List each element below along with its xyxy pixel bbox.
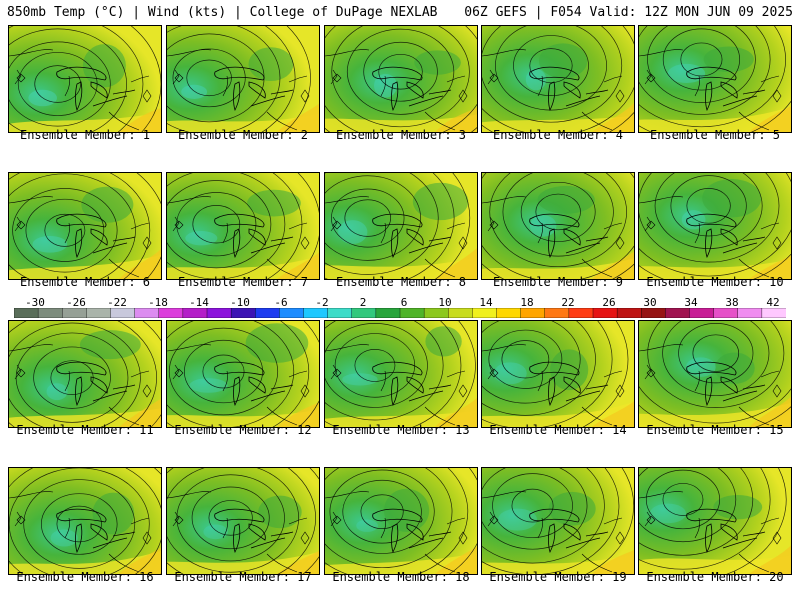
colorbar-swatch bbox=[592, 308, 618, 318]
colorbar-swatch bbox=[375, 308, 401, 318]
temperature-colorbar: -30 -26 -22 -18 -14 -10 -6 -2 2 6 10 14 18 22 26 30 34 38… bbox=[0, 296, 800, 320]
colorbar-swatch bbox=[472, 308, 498, 318]
colorbar-swatch bbox=[616, 308, 642, 318]
ensemble-map-panel bbox=[166, 467, 320, 575]
ensemble-member-label: Ensemble Member: 17 bbox=[174, 570, 312, 584]
ensemble-map-panel bbox=[166, 25, 320, 133]
colorbar-swatch bbox=[62, 308, 88, 318]
ensemble-map-panel bbox=[481, 467, 635, 575]
colorbar-tick-label: 38 bbox=[725, 296, 739, 309]
colorbar-tick-label: 34 bbox=[684, 296, 698, 309]
ensemble-member-label: Ensemble Member: 6 bbox=[19, 275, 151, 289]
colorbar-swatch bbox=[110, 308, 136, 318]
ensemble-member-label: Ensemble Member: 4 bbox=[492, 128, 624, 142]
ensemble-map-panel bbox=[324, 467, 478, 575]
ensemble-member-label: Ensemble Member: 3 bbox=[335, 128, 467, 142]
colorbar-swatch bbox=[327, 308, 353, 318]
colorbar-swatch bbox=[86, 308, 112, 318]
ensemble-map-panel bbox=[8, 320, 162, 428]
ensemble-map-panel bbox=[324, 320, 478, 428]
ensemble-member-label: Ensemble Member: 15 bbox=[646, 423, 784, 437]
ensemble-member-label: Ensemble Member: 19 bbox=[489, 570, 627, 584]
ensemble-member-label: Ensemble Member: 13 bbox=[332, 423, 470, 437]
colorbar-tick-label: -2 bbox=[315, 296, 329, 309]
colorbar-swatch bbox=[761, 308, 786, 318]
colorbar-swatch bbox=[158, 308, 184, 318]
ensemble-member-label: Ensemble Member: 16 bbox=[16, 570, 154, 584]
ensemble-map-panel bbox=[8, 467, 162, 575]
ensemble-map-panel bbox=[166, 320, 320, 428]
ensemble-member-label: Ensemble Member: 7 bbox=[177, 275, 309, 289]
ensemble-member-label: Ensemble Member: 18 bbox=[332, 570, 470, 584]
colorbar-swatch bbox=[568, 308, 594, 318]
colorbar-swatch bbox=[37, 308, 63, 318]
ensemble-map-panel bbox=[324, 172, 478, 280]
colorbar-swatch bbox=[713, 308, 739, 318]
ensemble-map-panel bbox=[638, 320, 792, 428]
colorbar-swatch bbox=[303, 308, 329, 318]
colorbar-swatch bbox=[134, 308, 160, 318]
colorbar-tick-label: -22 bbox=[107, 296, 127, 309]
colorbar-tick-label: -18 bbox=[148, 296, 168, 309]
ensemble-map-panel bbox=[638, 25, 792, 133]
colorbar-swatch bbox=[544, 308, 570, 318]
colorbar-swatch bbox=[182, 308, 208, 318]
colorbar-swatch bbox=[520, 308, 546, 318]
ensemble-member-label: Ensemble Member: 1 bbox=[19, 128, 151, 142]
colorbar-tick-label: -26 bbox=[66, 296, 86, 309]
colorbar-swatch bbox=[351, 308, 377, 318]
ensemble-member-label: Ensemble Member: 10 bbox=[646, 275, 784, 289]
colorbar-tick-label: 2 bbox=[359, 296, 367, 309]
header: 850mb Temp (°C) | Wind (kts) | College o… bbox=[0, 0, 800, 24]
colorbar-tick-label: 14 bbox=[479, 296, 493, 309]
colorbar-swatch bbox=[255, 308, 281, 318]
ensemble-map-panel bbox=[481, 25, 635, 133]
ensemble-member-label: Ensemble Member: 9 bbox=[492, 275, 624, 289]
ensemble-map-panel bbox=[481, 320, 635, 428]
colorbar-tick-label: -6 bbox=[274, 296, 288, 309]
ensemble-map-panel bbox=[638, 467, 792, 575]
colorbar-swatch bbox=[665, 308, 691, 318]
colorbar-tick-label: 6 bbox=[400, 296, 408, 309]
colorbar-swatch bbox=[399, 308, 425, 318]
colorbar-swatch bbox=[689, 308, 715, 318]
colorbar-tick-label: -10 bbox=[230, 296, 250, 309]
colorbar-tick-label: 30 bbox=[643, 296, 657, 309]
ensemble-map-panel bbox=[8, 25, 162, 133]
colorbar-swatch bbox=[14, 308, 39, 318]
colorbar-tick-label: -30 bbox=[25, 296, 45, 309]
ensemble-member-label: Ensemble Member: 8 bbox=[335, 275, 467, 289]
colorbar-tick-label: -14 bbox=[189, 296, 209, 309]
ensemble-member-label: Ensemble Member: 20 bbox=[646, 570, 784, 584]
ensemble-map-panel bbox=[8, 172, 162, 280]
colorbar-swatch bbox=[279, 308, 305, 318]
colorbar-swatch bbox=[206, 308, 232, 318]
colorbar-tick-label: 22 bbox=[561, 296, 575, 309]
colorbar-swatch bbox=[230, 308, 256, 318]
colorbar-swatch bbox=[496, 308, 522, 318]
ensemble-member-label: Ensemble Member: 12 bbox=[174, 423, 312, 437]
colorbar-tick-label: 10 bbox=[438, 296, 452, 309]
ensemble-member-label: Ensemble Member: 2 bbox=[177, 128, 309, 142]
colorbar-tick-label: 26 bbox=[602, 296, 616, 309]
colorbar-tick-label: 42 bbox=[766, 296, 780, 309]
ensemble-member-label: Ensemble Member: 14 bbox=[489, 423, 627, 437]
colorbar-swatch bbox=[737, 308, 763, 318]
colorbar-tick-label: 18 bbox=[520, 296, 534, 309]
ensemble-member-label: Ensemble Member: 5 bbox=[649, 128, 781, 142]
ensemble-member-label: Ensemble Member: 11 bbox=[16, 423, 154, 437]
colorbar-scale bbox=[14, 308, 786, 318]
ensemble-map-panel bbox=[481, 172, 635, 280]
ensemble-map-panel bbox=[638, 172, 792, 280]
run-valid-time: 06Z GEFS | F054 Valid: 12Z MON JUN 09 20… bbox=[464, 5, 793, 20]
colorbar-swatch bbox=[641, 308, 667, 318]
colorbar-swatch bbox=[423, 308, 449, 318]
ensemble-map-panel bbox=[324, 25, 478, 133]
colorbar-swatch bbox=[448, 308, 474, 318]
ensemble-map-panel bbox=[166, 172, 320, 280]
product-title: 850mb Temp (°C) | Wind (kts) | College o… bbox=[7, 5, 438, 20]
